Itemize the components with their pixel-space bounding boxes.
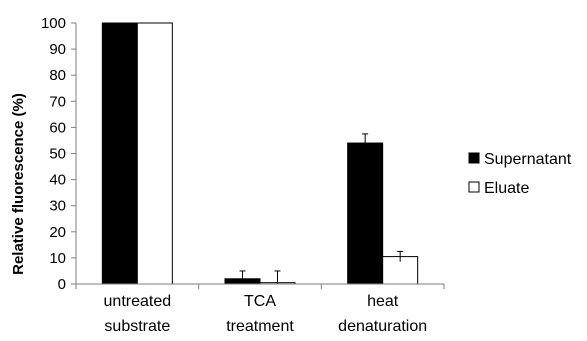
x-category-label: heat <box>367 293 399 310</box>
y-tick-label: 100 <box>41 15 66 32</box>
y-axis-label-group: Relative fluorescence (%) <box>10 93 27 275</box>
y-tick-label: 80 <box>49 67 66 84</box>
x-axis: untreated substrate TCA treatment heat denatu… <box>75 283 445 335</box>
bar-eluate <box>382 256 419 285</box>
x-category-label: substrate <box>104 318 170 335</box>
x-category-label: denaturation <box>338 318 427 335</box>
y-axis-label: Relative fluorescence (%) <box>10 93 27 275</box>
x-category-label: treatment <box>226 318 294 335</box>
legend-swatch-eluate <box>468 181 480 193</box>
bar-supernatant <box>101 22 138 285</box>
y-tick-label: 20 <box>49 224 66 241</box>
y-tick-label: 50 <box>49 146 66 163</box>
bars <box>101 22 419 285</box>
bar-eluate <box>136 22 173 285</box>
x-category-label: TCA <box>244 293 276 310</box>
y-tick-label: 0 <box>58 276 66 293</box>
y-tick-label: 30 <box>49 198 66 215</box>
legend: Supernatant Eluate <box>468 151 572 197</box>
y-tick-label: 90 <box>49 41 66 58</box>
y-tick-label: 10 <box>49 250 66 267</box>
y-axis: 0 10 20 30 40 50 60 70 80 90 100 <box>41 15 77 293</box>
y-tick-label: 40 <box>49 172 66 189</box>
legend-label-eluate: Eluate <box>484 180 529 197</box>
y-tick-label: 70 <box>49 93 66 110</box>
legend-label-supernatant: Supernatant <box>484 151 572 168</box>
bar-supernatant <box>347 142 384 285</box>
x-category-label: untreated <box>104 293 172 310</box>
y-tick-label: 60 <box>49 119 66 136</box>
legend-swatch-supernatant <box>468 152 480 164</box>
